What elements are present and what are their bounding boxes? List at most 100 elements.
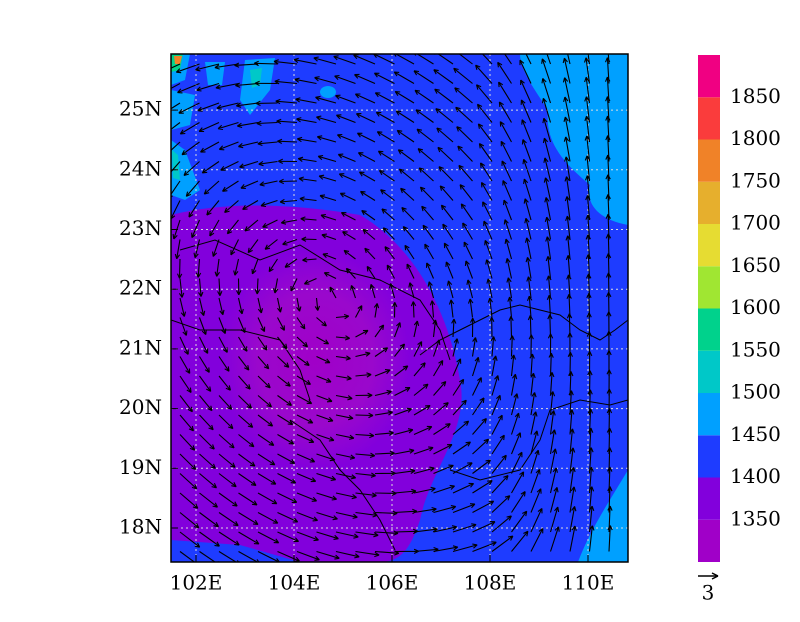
wind-arrow [262,219,278,228]
wind-arrow [238,141,259,149]
wind-arrow [482,201,493,221]
wind-arrow [218,531,240,546]
colorbar-swatch [698,224,720,267]
wind-arrow [400,187,415,201]
wind-arrow [316,492,337,501]
wind-arrow [433,505,457,514]
wind-arrow [483,220,493,240]
wind-arrow [562,77,571,104]
wind-arrow [435,108,454,123]
wind-arrow [218,512,239,527]
wind-arrow [486,278,493,299]
wind-arrow [277,473,297,484]
wind-arrow [433,360,444,377]
wind-arrow [338,173,356,182]
wind-arrow [378,169,395,182]
wind-arrow [198,121,220,133]
wind-arrow [491,474,509,494]
wind-arrow [504,238,513,260]
wind-arrow [217,278,223,297]
wind-arrow [476,103,493,123]
wind-arrow [218,395,233,410]
wind-arrow [355,372,372,378]
wind-arrow [179,473,198,490]
wind-arrow [316,375,332,383]
wind-arrow [452,462,473,474]
wind-arrow [355,113,376,123]
wind-arrow [521,139,532,162]
wind-arrow [523,178,532,201]
x-tick-label: 108E [464,571,517,595]
wind-arrow [179,434,196,451]
wind-arrow [510,393,519,416]
wind-arrow [491,434,505,455]
wind-arrow [218,317,227,335]
colorbar-swatch [698,308,720,351]
wind-arrow [257,512,279,524]
wind-arrow [296,472,317,483]
wind-arrow [520,99,532,123]
wind-arrow [413,404,431,416]
wind-arrow [316,336,330,345]
wind-arrow [314,76,337,85]
wind-arrow [238,395,253,409]
colorbar-swatch [698,97,720,140]
wind-arrow [568,371,574,396]
wind-arrow [335,313,350,320]
wind-arrow [499,121,512,143]
wind-arrow [350,285,357,299]
wind-arrow [296,375,311,385]
wind-arrow [212,239,220,257]
wind-arrow [178,102,200,114]
y-tick-label: 22N [119,276,162,300]
wind-arrow [218,375,231,391]
wind-arrow [179,122,200,135]
wind-arrow [424,243,434,260]
wind-arrow [410,301,417,318]
wind-arrow [355,412,374,419]
wind-arrow [340,212,356,221]
wind-arrow [393,71,415,84]
wind-arrow [523,198,532,221]
wind-arrow [339,192,356,201]
wind-arrow [530,488,542,513]
wind-arrow [475,84,493,104]
wind-arrow [507,296,513,318]
wind-arrow [511,451,523,474]
wind-arrow [588,525,595,552]
wind-arrow [433,464,454,475]
wind-arrow [218,434,235,449]
wind-arrow [236,121,259,129]
wind-arrow [394,407,412,416]
wind-arrow [179,395,193,413]
wind-arrow [329,286,337,299]
wind-arrow [524,217,532,240]
wind-arrow [477,123,493,143]
y-tick-label: 21N [119,335,162,359]
wind-arrow [355,452,376,459]
wind-arrow [175,63,200,74]
wind-arrow [336,114,356,124]
colorbar-label: 1400 [730,464,781,488]
wind-arrow [214,63,239,70]
wind-arrow [374,347,389,357]
wind-arrow [434,88,454,104]
wind-arrow [452,503,476,514]
wind-arrow [200,141,220,153]
wind-arrow [279,198,298,205]
wind-arrow [233,258,240,276]
wind-arrow [530,392,537,416]
wind-arrow [413,320,420,338]
wind-arrow [342,231,356,240]
wind-arrow [549,410,556,435]
axes: 102E 104E 106E 108E 110E 18N 19N 20N 21N 22N 23N 24… [119,97,614,595]
colorbar-swatch [698,181,720,224]
wind-arrow [275,98,298,105]
wind-arrow [203,180,220,195]
wind-arrow [302,257,317,263]
wind-arrow [217,121,239,131]
wind-arrow [472,397,485,416]
wind-arrow [584,155,591,182]
wind-arrow [356,132,376,143]
